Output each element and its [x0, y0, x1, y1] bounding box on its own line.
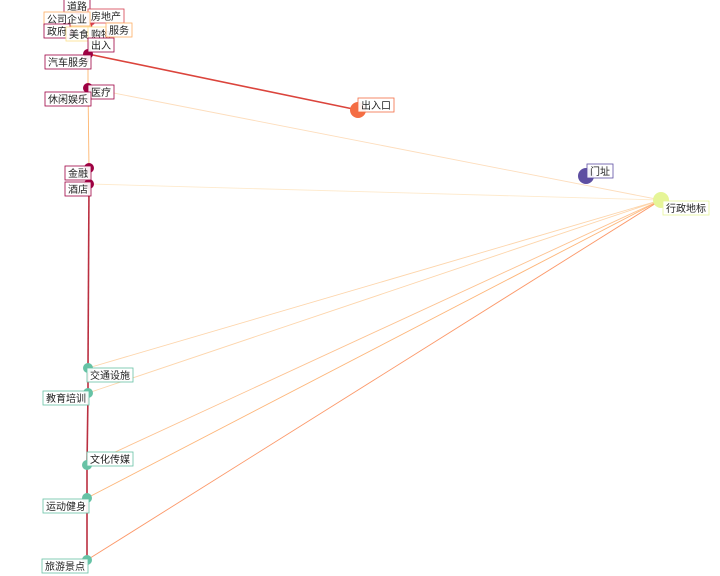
node-label-text: 出入口: [361, 99, 391, 112]
node-label-text: 服务: [109, 24, 129, 37]
node-label-text: 出入: [91, 39, 111, 52]
node-label-box: [105, 22, 133, 38]
node-label-box: [42, 390, 90, 406]
node-label-xingzheng: 行政地标: [662, 200, 710, 216]
node-label-churukou: 出入口: [357, 97, 395, 113]
node-label-text: 休闲娱乐: [48, 93, 88, 106]
node-label-daolu: 道路: [63, 0, 91, 14]
node-label-box: [64, 165, 92, 181]
node-label-qiche: 汽车服务: [44, 54, 92, 70]
node-label-text: 行政地标: [666, 202, 706, 215]
edge-yiliao-xingzheng: [87, 87, 662, 201]
node-label-jiudian: 酒店: [64, 181, 92, 197]
node-label-churu: 出入: [87, 37, 115, 53]
node-label-zhengfu: 政府: [43, 23, 71, 39]
node-label-text: 公司企业: [47, 13, 87, 26]
node-label-fangdichan: 房地产: [87, 8, 125, 24]
node-label-box: [86, 451, 134, 467]
node-label-text: 房地产: [91, 10, 121, 23]
node-label-gongsi: 公司企业: [43, 11, 91, 27]
node-label-text: 教育培训: [46, 392, 86, 405]
node-label-text: 门址: [590, 165, 610, 178]
node-label-box: [44, 54, 92, 70]
node-label-jiaoyu: 教育培训: [42, 390, 90, 406]
node-label-text: 运动健身: [46, 500, 86, 513]
node-label-box: [586, 163, 614, 179]
node-label-text: 汽车服务: [48, 56, 88, 69]
node-label-text: 交通设施: [90, 369, 130, 382]
edge-yundong-xingzheng: [86, 199, 662, 499]
node-label-lvyou: 旅游景点: [41, 558, 89, 574]
node-label-xiuxian: 休闲娱乐: [44, 91, 92, 107]
node-label-text: 美食: [69, 28, 89, 41]
edge-jiaotong-xingzheng: [87, 199, 662, 369]
node-label-yundong: 运动健身: [42, 498, 90, 514]
node-label-wenhua: 文化传媒: [86, 451, 134, 467]
node-label-text: 道路: [67, 0, 87, 13]
node-label-text: 金融: [68, 167, 88, 180]
node-label-jinrong: 金融: [64, 165, 92, 181]
node-label-box: [64, 181, 92, 197]
node-label-box: [44, 91, 92, 107]
node-label-yiliao: 医疗: [87, 84, 115, 100]
edge-churu-churukou: [87, 53, 359, 111]
node-label-text: 政府: [47, 25, 67, 38]
edge-wenhua-xingzheng: [86, 199, 662, 466]
node-label-box: [662, 200, 710, 216]
edge-jiaoyu-xingzheng: [87, 199, 662, 394]
node-label-text: 旅游景点: [45, 560, 85, 573]
node-label-box: [42, 498, 90, 514]
node-label-menzhi: 门址: [586, 163, 614, 179]
node-label-box: [357, 97, 395, 113]
node-label-box: [86, 367, 134, 383]
node-label-jiaotong: 交通设施: [86, 367, 134, 383]
node-label-fuwu: 服务: [105, 22, 133, 38]
node-label-text: 医疗: [91, 86, 111, 99]
node-label-box: [41, 558, 89, 574]
node-label-box: [87, 37, 115, 53]
node-label-text: 文化传媒: [90, 453, 130, 466]
edge-jiudian-jiaotong: [87, 183, 90, 369]
node-layer: [67, 9, 669, 565]
node-label-text: 酒店: [68, 183, 88, 196]
edge-jiudian-xingzheng: [88, 183, 662, 201]
edge-lvyou-xingzheng: [86, 199, 662, 561]
